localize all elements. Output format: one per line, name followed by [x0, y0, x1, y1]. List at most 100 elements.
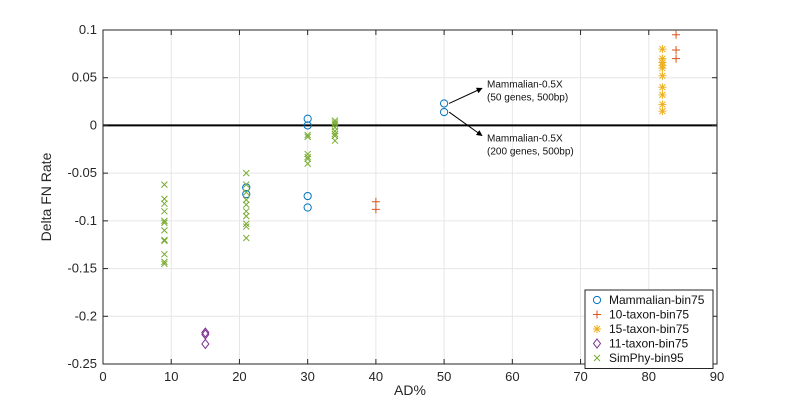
data-point: [161, 207, 168, 215]
series-mammalian-bin75: [242, 99, 449, 212]
data-point: [658, 64, 667, 73]
series-10-taxon-bin75: [371, 30, 681, 214]
x-tick-label: 20: [232, 369, 246, 384]
legend-marker: [593, 310, 601, 319]
legend-label: Mammalian-bin75: [609, 293, 705, 307]
annotations: Mammalian-0.5X(50 genes, 500bp)Mammalian…: [448, 79, 574, 158]
data-point: [242, 212, 250, 220]
x-tick-label: 10: [164, 369, 178, 384]
data-point: [242, 220, 250, 228]
data-point: [658, 107, 667, 116]
data-point: [658, 71, 667, 80]
data-point: [242, 181, 250, 188]
data-point: [331, 127, 339, 135]
data-point: [331, 119, 339, 126]
annotation-arrow: [448, 111, 483, 137]
data-point: [161, 237, 168, 245]
data-point: [303, 191, 312, 201]
data-point: [242, 201, 250, 208]
annotation-text: Mammalian-0.5X: [487, 79, 563, 90]
data-point: [161, 227, 168, 234]
y-tick-label: 0: [90, 117, 97, 132]
series-15-taxon-bin75: [658, 45, 667, 116]
data-point: [242, 234, 250, 242]
data-point: [304, 133, 312, 141]
x-tick-label: 40: [369, 369, 383, 384]
data-point: [161, 260, 168, 268]
x-tick-label: 50: [437, 369, 451, 384]
data-point: [303, 114, 312, 123]
data-point: [161, 250, 168, 258]
data-point: [201, 338, 210, 350]
data-point: [371, 197, 380, 206]
data-point: [242, 183, 251, 192]
data-point: [161, 258, 168, 266]
data-point: [440, 107, 449, 117]
data-point: [672, 46, 681, 55]
data-point: [242, 190, 251, 199]
y-tick-label: -0.25: [67, 356, 97, 371]
x-tick-label: 0: [99, 369, 106, 384]
data-point: [331, 130, 339, 138]
data-point: [161, 195, 168, 203]
data-point: [304, 150, 312, 158]
legend-label: 10-taxon-bin75: [609, 308, 689, 322]
data-point: [201, 327, 210, 338]
data-point: [672, 54, 681, 63]
data-point: [331, 121, 339, 128]
x-tick-label: 70: [573, 369, 587, 384]
data-point: [242, 188, 250, 196]
data-point: [304, 153, 312, 161]
x-tick-label: 30: [300, 369, 314, 384]
legend-marker: [592, 295, 602, 305]
y-tick-label: -0.05: [67, 165, 97, 180]
x-tick-label: 90: [710, 369, 724, 384]
x-axis-label: AD%: [394, 382, 426, 398]
legend-label: SimPhy-bin95: [609, 351, 684, 365]
data-point: [304, 160, 312, 167]
plot-frame: [102, 29, 718, 365]
legend-marker: [593, 325, 601, 333]
x-tick-label: 80: [642, 369, 656, 384]
y-tick-label: -0.2: [75, 308, 97, 323]
annotation: Mammalian-0.5X (50 genes, 500bp): [448, 79, 568, 104]
data-point: [331, 137, 339, 145]
data-point: [440, 99, 449, 108]
series-simphy-bin95: [161, 117, 339, 268]
y-axis-label: Delta FN Rate: [38, 152, 54, 241]
data-point: [161, 200, 168, 208]
y-tick-label: 0.05: [72, 70, 97, 85]
data-point: [304, 155, 312, 163]
data-point: [331, 132, 339, 140]
data-point: [371, 205, 380, 214]
data-point: [161, 236, 168, 244]
data-point: [161, 219, 168, 227]
data-point: [161, 217, 168, 225]
annotation: Mammalian-0.5X (200 genes, 500bp): [448, 111, 574, 158]
x-tick-label: 60: [505, 369, 519, 384]
y-tick-label: -0.1: [75, 213, 97, 228]
data-point: [658, 90, 667, 99]
data-point: [303, 203, 312, 212]
axis-ticks: 0 10 20 30 40 50 60 70 80 90 -0.25 -0.2 -0.15 -0.1 -0.…: [67, 22, 724, 384]
y-tick-label: 0.1: [79, 22, 97, 37]
legend-label: 11-taxon-bin75: [609, 337, 688, 351]
data-point: [242, 169, 250, 177]
annotation-text: Mammalian-0.5X: [487, 134, 563, 145]
legend-marker: [592, 338, 602, 349]
series-11-taxon-bin75: [201, 327, 210, 350]
data-marks: [161, 30, 681, 350]
annotation-text: (200 genes, 500bp): [487, 147, 574, 158]
data-point: [658, 45, 667, 54]
data-point: [242, 207, 250, 215]
annotation-text: (50 genes, 500bp): [487, 92, 568, 103]
data-point: [242, 223, 250, 230]
y-tick-label: -0.15: [67, 261, 97, 276]
data-point: [658, 83, 667, 92]
annotation-arrow: [448, 87, 483, 104]
data-point: [658, 100, 667, 109]
legend: Mammalian-bin7510-taxon-bin7515-taxon-bi…: [584, 289, 714, 369]
data-point: [303, 121, 312, 130]
data-point: [242, 196, 250, 204]
